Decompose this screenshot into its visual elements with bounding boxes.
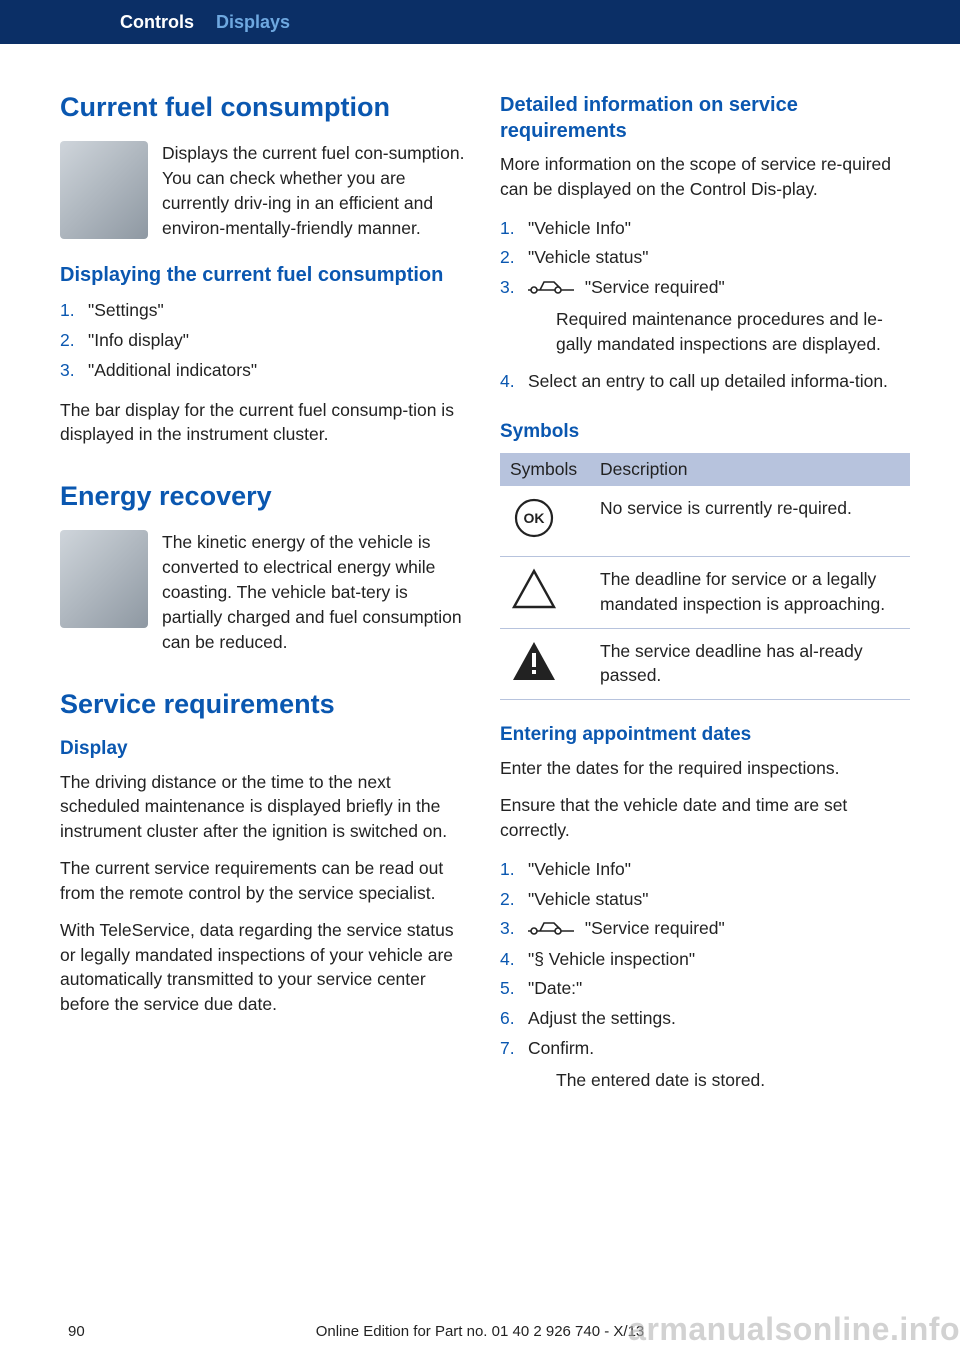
symbol-desc: No service is currently re‐quired. bbox=[590, 486, 910, 557]
triangle-excl-icon bbox=[510, 639, 558, 683]
list-item: 1."Settings" bbox=[60, 296, 470, 326]
list-item: 5."Date:" bbox=[500, 974, 910, 1004]
energy-gauge-icon bbox=[60, 530, 148, 628]
heading-appointment: Entering appointment dates bbox=[500, 724, 910, 746]
symbol-desc: The service deadline has al‐ready passed… bbox=[590, 628, 910, 700]
th-description: Description bbox=[590, 453, 910, 486]
list-item: 1."Vehicle Info" bbox=[500, 214, 910, 244]
ok-icon: OK bbox=[510, 496, 558, 540]
service-p1: The driving distance or the time to the … bbox=[60, 770, 470, 845]
page-header: Controls Displays bbox=[0, 0, 960, 44]
icon-block-fuel: Displays the current fuel con‐sumption. … bbox=[60, 141, 470, 240]
section-energy-recovery: Energy recovery The kinetic energy of th… bbox=[60, 481, 470, 654]
icon-block-energy: The kinetic energy of the vehicle is con… bbox=[60, 530, 470, 654]
list-item: 3. "Service required" Required maintenan… bbox=[500, 273, 910, 357]
subhead-display: Display bbox=[60, 738, 470, 760]
step-text: "§ Vehicle inspection" bbox=[528, 949, 695, 969]
gauge-icon bbox=[60, 141, 148, 239]
heading-detailed-info: Detailed information on service requirem… bbox=[500, 92, 910, 144]
list-item: 2."Vehicle status" bbox=[500, 243, 910, 273]
service-p3: With TeleService, data regarding the ser… bbox=[60, 918, 470, 1017]
detailed-p1: More information on the scope of service… bbox=[500, 152, 910, 202]
header-controls: Controls bbox=[120, 12, 194, 33]
body-energy-recovery: The kinetic energy of the vehicle is con… bbox=[162, 530, 470, 654]
list-item: 4."§ Vehicle inspection" bbox=[500, 945, 910, 975]
steps-appointment: 1."Vehicle Info" 2."Vehicle status" 3. "… bbox=[500, 855, 910, 1093]
car-icon bbox=[528, 915, 574, 945]
table-header-row: Symbols Description bbox=[500, 453, 910, 486]
table-row: OK No service is currently re‐quired. bbox=[500, 486, 910, 557]
step-text: "Vehicle Info" bbox=[528, 218, 631, 238]
subhead-display-fuel: Displaying the current fuel consumption bbox=[60, 262, 470, 288]
step-text: Select an entry to call up detailed info… bbox=[528, 371, 888, 391]
heading-symbols: Symbols bbox=[500, 421, 910, 443]
th-symbols: Symbols bbox=[500, 453, 590, 486]
content-columns: Current fuel consumption Displays the cu… bbox=[0, 44, 960, 1117]
appointment-p2: Ensure that the vehicle date and time ar… bbox=[500, 793, 910, 843]
steps-detailed: 1."Vehicle Info" 2."Vehicle status" 3. "… bbox=[500, 214, 910, 397]
tail-display-fuel: The bar display for the current fuel con… bbox=[60, 398, 470, 448]
step-text: "Info display" bbox=[88, 330, 189, 350]
steps-display-fuel: 1."Settings" 2."Info display" 3."Additio… bbox=[60, 296, 470, 385]
list-item: 6.Adjust the settings. bbox=[500, 1004, 910, 1034]
step-text: "Vehicle status" bbox=[528, 247, 648, 267]
symbol-desc: The deadline for service or a legally ma… bbox=[590, 557, 910, 629]
left-column: Current fuel consumption Displays the cu… bbox=[60, 92, 470, 1117]
right-column: Detailed information on service requirem… bbox=[500, 92, 910, 1117]
heading-current-fuel: Current fuel consumption bbox=[60, 92, 470, 123]
list-item: 1."Vehicle Info" bbox=[500, 855, 910, 885]
section-service-req: Service requirements Display The driving… bbox=[60, 689, 470, 1018]
list-item: 3."Additional indicators" bbox=[60, 356, 470, 386]
symbol-cell bbox=[500, 557, 590, 629]
step-text: "Service required" bbox=[585, 918, 725, 938]
step-text: "Settings" bbox=[88, 300, 164, 320]
watermark: armanualsonline.info bbox=[628, 1311, 960, 1348]
svg-text:OK: OK bbox=[524, 510, 545, 526]
list-item: 4.Select an entry to call up detailed in… bbox=[500, 367, 910, 397]
section-symbols: Symbols Symbols Description OK No servic… bbox=[500, 421, 910, 701]
symbols-table: Symbols Description OK No service is cur… bbox=[500, 453, 910, 701]
step-text: "Service required" bbox=[585, 277, 725, 297]
section-appointment: Entering appointment dates Enter the dat… bbox=[500, 724, 910, 1092]
car-icon bbox=[528, 274, 574, 304]
triangle-open-icon bbox=[510, 567, 558, 611]
symbol-cell: OK bbox=[500, 486, 590, 557]
table-row: The deadline for service or a legally ma… bbox=[500, 557, 910, 629]
step-text: "Additional indicators" bbox=[88, 360, 257, 380]
symbol-cell bbox=[500, 628, 590, 700]
step-text: Confirm. bbox=[528, 1038, 594, 1058]
section-current-fuel: Current fuel consumption Displays the cu… bbox=[60, 92, 470, 447]
step3-body: Required maintenance procedures and le‐g… bbox=[556, 307, 910, 357]
heading-energy-recovery: Energy recovery bbox=[60, 481, 470, 512]
table-row: The service deadline has al‐ready passed… bbox=[500, 628, 910, 700]
list-item: 2."Info display" bbox=[60, 326, 470, 356]
step-text: "Vehicle Info" bbox=[528, 859, 631, 879]
list-item: 2."Vehicle status" bbox=[500, 885, 910, 915]
appointment-tail: The entered date is stored. bbox=[556, 1068, 910, 1093]
step-text: Adjust the settings. bbox=[528, 1008, 676, 1028]
body-current-fuel: Displays the current fuel con‐sumption. … bbox=[162, 141, 470, 240]
service-p2: The current service requirements can be … bbox=[60, 856, 470, 906]
section-detailed-info: Detailed information on service requirem… bbox=[500, 92, 910, 397]
step-text: "Date:" bbox=[528, 978, 582, 998]
list-item: 3. "Service required" bbox=[500, 914, 910, 944]
heading-service-req: Service requirements bbox=[60, 689, 470, 720]
step-text: "Vehicle status" bbox=[528, 889, 648, 909]
header-displays: Displays bbox=[216, 12, 290, 33]
list-item: 7.Confirm. The entered date is stored. bbox=[500, 1034, 910, 1093]
appointment-p1: Enter the dates for the required inspect… bbox=[500, 756, 910, 781]
